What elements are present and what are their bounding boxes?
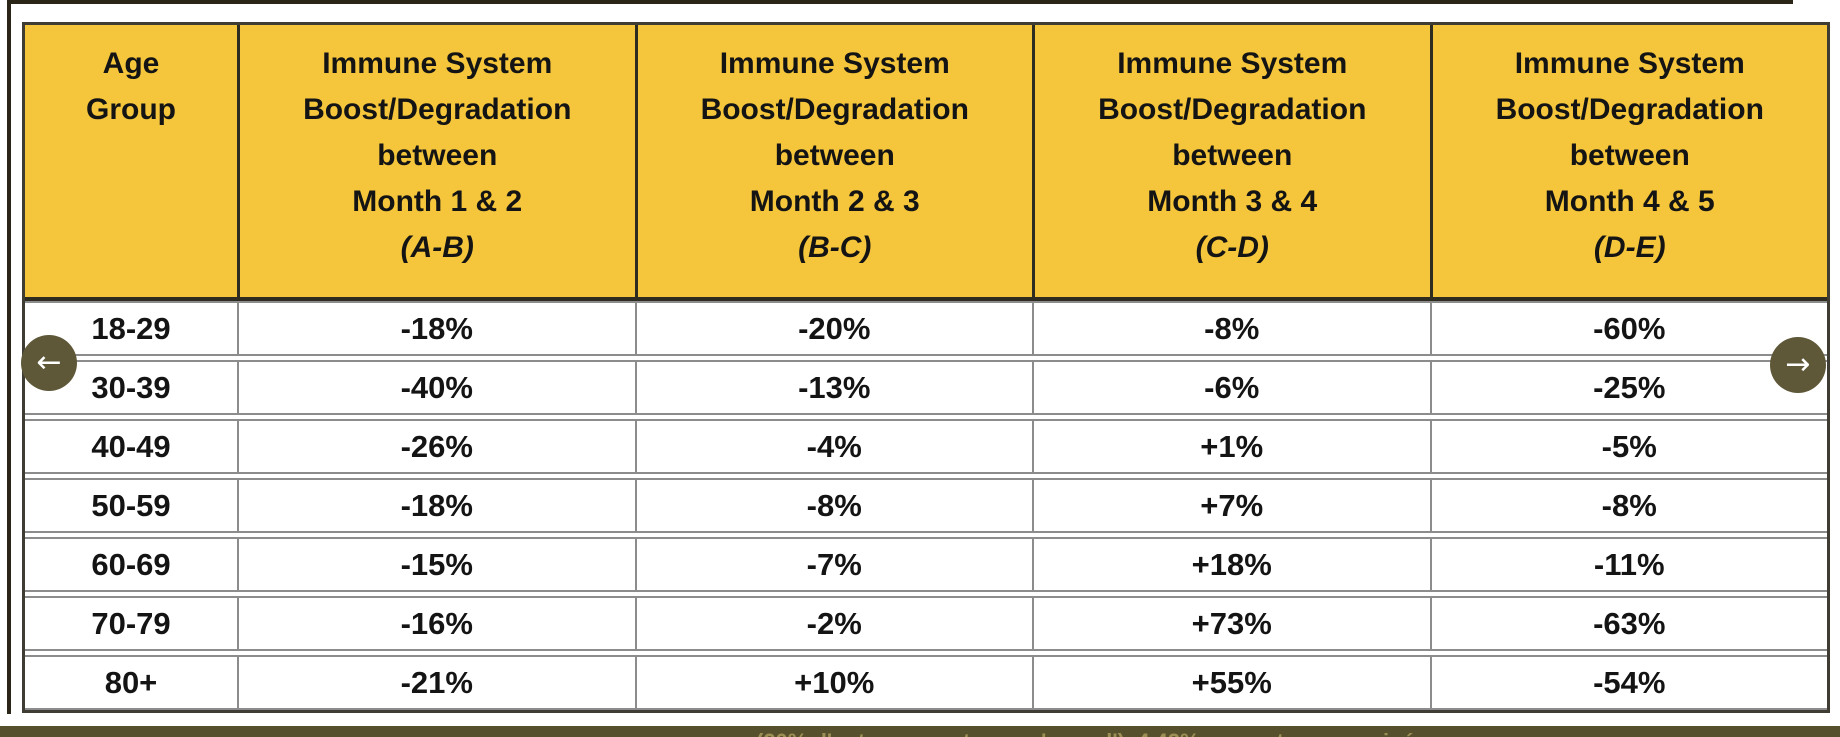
- value-cell: -20%: [634, 303, 1033, 354]
- header-line: Boost/Degradation: [303, 93, 572, 126]
- table-row: 60-69 -15% -7% +18% -11%: [25, 537, 1827, 592]
- header-line: Immune System: [1514, 47, 1745, 80]
- value-cell: +10%: [634, 657, 1033, 708]
- value-cell: +55%: [1032, 657, 1430, 708]
- age-cell: 70-79: [91, 605, 171, 641]
- header-line: Immune System: [1117, 47, 1348, 80]
- value-cell: -8%: [634, 480, 1033, 531]
- header-month-3-4: Immune System Boost/Degradation between …: [1032, 25, 1430, 297]
- age-cell: 30-39: [91, 369, 171, 405]
- header-line: Month 4 & 5: [1544, 185, 1715, 218]
- carousel-next-button[interactable]: →: [1770, 337, 1826, 393]
- value-cell: +1%: [1032, 421, 1430, 472]
- value-cell: -4%: [634, 421, 1033, 472]
- footer-caption: (20% d'entre eux ont eu un 'rappel'), 4,…: [756, 729, 1433, 737]
- header-formula: (D-E): [1593, 231, 1666, 264]
- header-formula: (B-C): [798, 231, 872, 264]
- value-cell: -7%: [634, 539, 1033, 590]
- frame-top-border: [10, 0, 1793, 4]
- arrow-right-icon: →: [1785, 347, 1811, 382]
- value-cell: -60%: [1429, 303, 1828, 354]
- header-formula: (C-D): [1195, 231, 1269, 264]
- header-month-4-5: Immune System Boost/Degradation between …: [1429, 25, 1828, 297]
- value-cell: -15%: [237, 539, 635, 590]
- age-cell: 18-29: [91, 310, 171, 346]
- header-line: between: [1172, 139, 1293, 172]
- header-month-2-3: Immune System Boost/Degradation between …: [634, 25, 1033, 297]
- value-cell: -63%: [1429, 598, 1828, 649]
- footer-bar: (20% d'entre eux ont eu un 'rappel'), 4,…: [0, 726, 1840, 737]
- age-cell: 50-59: [91, 487, 171, 523]
- value-cell: -40%: [237, 362, 635, 413]
- age-cell: 60-69: [91, 546, 171, 582]
- value-cell: -13%: [634, 362, 1033, 413]
- header-line: Immune System: [719, 47, 950, 80]
- age-cell: 80+: [104, 664, 158, 700]
- value-cell: -18%: [237, 303, 635, 354]
- header-age-line2: Group: [86, 93, 176, 126]
- table-row: 18-29 -18% -20% -8% -60%: [25, 301, 1827, 356]
- value-cell: +7%: [1032, 480, 1430, 531]
- carousel-prev-button[interactable]: ←: [21, 335, 77, 391]
- value-cell: -2%: [634, 598, 1033, 649]
- age-cell: 40-49: [91, 428, 171, 464]
- value-cell: -16%: [237, 598, 635, 649]
- value-cell: -11%: [1429, 539, 1828, 590]
- table-row: 40-49 -26% -4% +1% -5%: [25, 419, 1827, 474]
- header-line: Month 2 & 3: [749, 185, 920, 218]
- table-header-row: Age Group Immune System Boost/Degradatio…: [25, 25, 1827, 301]
- value-cell: -26%: [237, 421, 635, 472]
- value-cell: -25%: [1429, 362, 1828, 413]
- header-line: Month 3 & 4: [1147, 185, 1318, 218]
- table-row: 30-39 -40% -13% -6% -25%: [25, 360, 1827, 415]
- header-line: between: [377, 139, 498, 172]
- value-cell: -5%: [1429, 421, 1828, 472]
- value-cell: -8%: [1429, 480, 1828, 531]
- table-row: 70-79 -16% -2% +73% -63%: [25, 596, 1827, 651]
- table-row: 50-59 -18% -8% +7% -8%: [25, 478, 1827, 533]
- value-cell: +18%: [1032, 539, 1430, 590]
- header-formula: (A-B): [400, 231, 474, 264]
- value-cell: -54%: [1429, 657, 1828, 708]
- header-line: between: [774, 139, 895, 172]
- header-line: Immune System: [322, 47, 553, 80]
- arrow-left-icon: ←: [36, 345, 62, 380]
- frame-left-border: [7, 0, 11, 714]
- header-age-line1: Age: [102, 47, 160, 80]
- immune-system-table: Age Group Immune System Boost/Degradatio…: [22, 22, 1830, 713]
- value-cell: -21%: [237, 657, 635, 708]
- value-cell: -18%: [237, 480, 635, 531]
- table-row: 80+ -21% +10% +55% -54%: [25, 655, 1827, 710]
- header-line: Boost/Degradation: [1098, 93, 1367, 126]
- header-line: Boost/Degradation: [700, 93, 969, 126]
- header-line: Month 1 & 2: [352, 185, 523, 218]
- value-cell: -6%: [1032, 362, 1430, 413]
- header-line: between: [1569, 139, 1690, 172]
- header-month-1-2: Immune System Boost/Degradation between …: [237, 25, 635, 297]
- header-line: Boost/Degradation: [1495, 93, 1764, 126]
- header-age-group: Age Group: [25, 25, 237, 297]
- value-cell: +73%: [1032, 598, 1430, 649]
- value-cell: -8%: [1032, 303, 1430, 354]
